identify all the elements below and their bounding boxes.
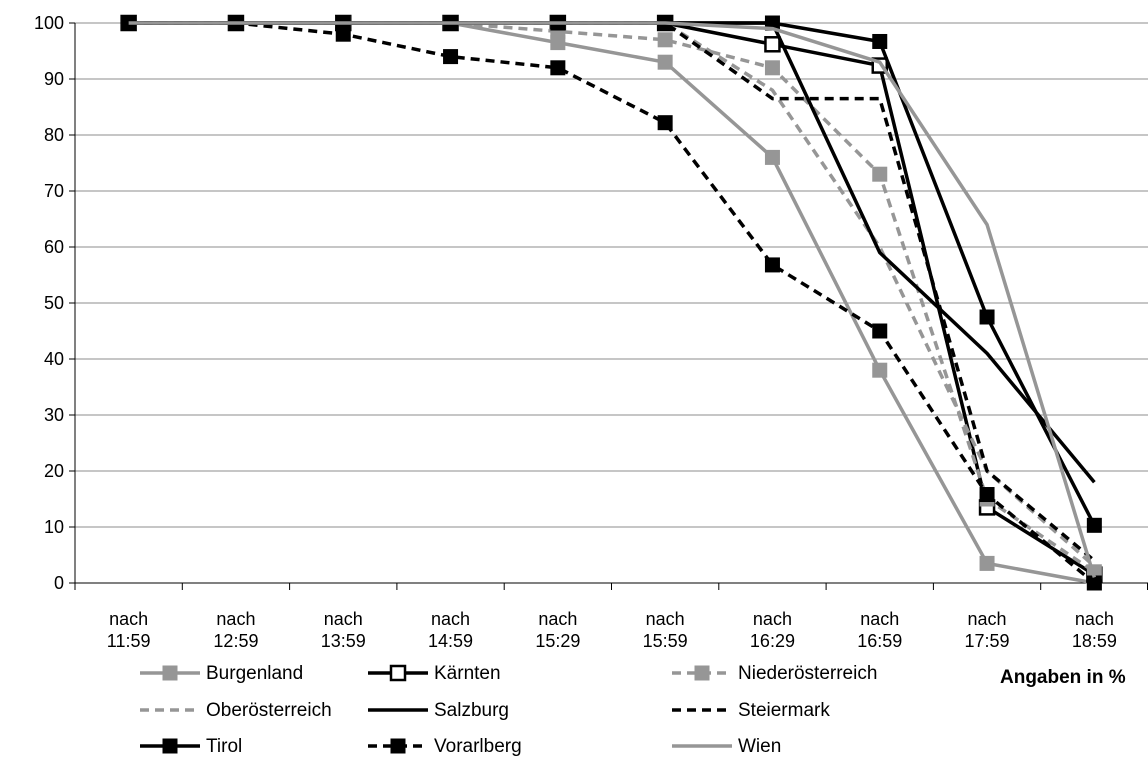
x-tick-label: nach 15:29	[535, 609, 580, 651]
data-point-burgenland	[979, 555, 995, 571]
series-tirol	[121, 15, 1102, 533]
y-tick-label: 100	[34, 13, 64, 33]
series-line-wien	[128, 21, 1097, 578]
y-tick-label: 60	[44, 237, 64, 257]
x-tick-label: nach 17:59	[965, 609, 1010, 651]
data-series	[120, 14, 1103, 591]
legend-marker-k-rnten	[389, 664, 407, 682]
series-nieder-sterreich	[121, 15, 1102, 580]
data-point-vorarlberg	[979, 487, 995, 503]
legend-label-tirol: Tirol	[206, 736, 242, 757]
legend-label-vorarlberg: Vorarlberg	[434, 736, 522, 757]
x-tick-label: nach 14:59	[428, 609, 473, 651]
data-point-vorarlberg	[443, 49, 459, 65]
x-tick-label: nach 12:59	[213, 609, 258, 651]
x-tick-label: nach 11:59	[107, 609, 151, 651]
y-axis-tick-labels: 0 10 20 30 40 50 60 70 80 90 100	[34, 13, 64, 593]
series-line-tirol	[128, 21, 1096, 527]
data-point-vorarlberg	[872, 323, 888, 339]
legend-label-wien: Wien	[738, 736, 781, 757]
series-k-rnten	[120, 14, 1103, 583]
legend-marker-burgenland	[162, 665, 178, 681]
legend-label-ober-sterreich: Oberösterreich	[206, 700, 332, 721]
legend-item-tirol: Tirol	[140, 736, 242, 757]
data-point-vorarlberg	[657, 115, 673, 131]
data-point-vorarlberg	[550, 60, 566, 76]
legend-marker-vorarlberg	[390, 738, 406, 754]
data-point-vorarlberg	[764, 257, 780, 273]
legend-marker-nieder-sterreich	[694, 665, 710, 681]
series-line-k-rnten	[128, 21, 1096, 577]
series-line-salzburg	[128, 21, 1096, 484]
axes	[69, 22, 1148, 590]
legend-item-wien: Wien	[672, 736, 781, 757]
legend-marker-tirol	[162, 738, 178, 754]
y-tick-label: 30	[44, 405, 64, 425]
data-point-tirol	[1086, 517, 1102, 533]
y-tick-label: 80	[44, 125, 64, 145]
data-point-nieder-sterreich	[657, 32, 673, 48]
legend-item-k-rnten: Kärnten	[368, 663, 501, 684]
legend-item-steiermark: Steiermark	[672, 700, 830, 721]
x-tick-label: nach 16:29	[750, 609, 795, 651]
x-tick-label: nach 15:59	[643, 609, 688, 651]
y-tick-label: 10	[44, 517, 64, 537]
legend-item-burgenland: Burgenland	[140, 663, 303, 684]
legend-item-nieder-sterreich: Niederösterreich	[672, 663, 877, 684]
data-point-nieder-sterreich	[872, 166, 888, 182]
x-tick-label: nach 18:59	[1072, 609, 1117, 651]
series-wien	[128, 21, 1097, 578]
y-tick-label: 20	[44, 461, 64, 481]
data-point-vorarlberg	[335, 26, 351, 42]
series-salzburg	[128, 21, 1096, 484]
data-point-vorarlberg	[1086, 575, 1102, 591]
series-vorarlberg	[121, 15, 1102, 591]
data-point-tirol	[872, 33, 888, 49]
legend: Burgenland Kärnten Niederösterreich Oberöst…	[140, 663, 877, 757]
y-tick-label: 90	[44, 69, 64, 89]
legend-label-nieder-sterreich: Niederösterreich	[738, 663, 877, 684]
data-point-burgenland	[872, 362, 888, 378]
legend-item-vorarlberg: Vorarlberg	[368, 736, 522, 757]
series-steiermark	[128, 21, 1096, 562]
x-axis-tick-labels: nach 11:59 nach 12:59 nach 13:59 nach 14:59 nach…	[107, 609, 1117, 651]
legend-item-ober-sterreich: Oberösterreich	[140, 700, 332, 721]
data-point-tirol	[979, 309, 995, 325]
units-note: Angaben in %	[1000, 667, 1126, 688]
legend-item-salzburg: Salzburg	[368, 700, 509, 721]
x-tick-label: nach 13:59	[321, 609, 366, 651]
x-tick-label: nach 16:59	[857, 609, 902, 651]
y-tick-label: 0	[54, 573, 64, 593]
legend-label-burgenland: Burgenland	[206, 663, 303, 684]
gridlines	[75, 22, 1148, 528]
legend-label-k-rnten: Kärnten	[434, 663, 501, 684]
legend-label-steiermark: Steiermark	[738, 700, 830, 721]
series-line-ober-sterreich	[128, 21, 1096, 568]
y-tick-label: 50	[44, 293, 64, 313]
data-point-k-rnten	[764, 36, 781, 53]
data-point-nieder-sterreich	[764, 60, 780, 76]
series-line-nieder-sterreich	[128, 21, 1096, 574]
legend-label-salzburg: Salzburg	[434, 700, 509, 721]
y-tick-label: 70	[44, 181, 64, 201]
y-tick-label: 40	[44, 349, 64, 369]
data-point-burgenland	[657, 54, 673, 70]
series-ober-sterreich	[128, 21, 1096, 568]
data-point-burgenland	[764, 149, 780, 165]
series-line-steiermark	[128, 21, 1096, 562]
